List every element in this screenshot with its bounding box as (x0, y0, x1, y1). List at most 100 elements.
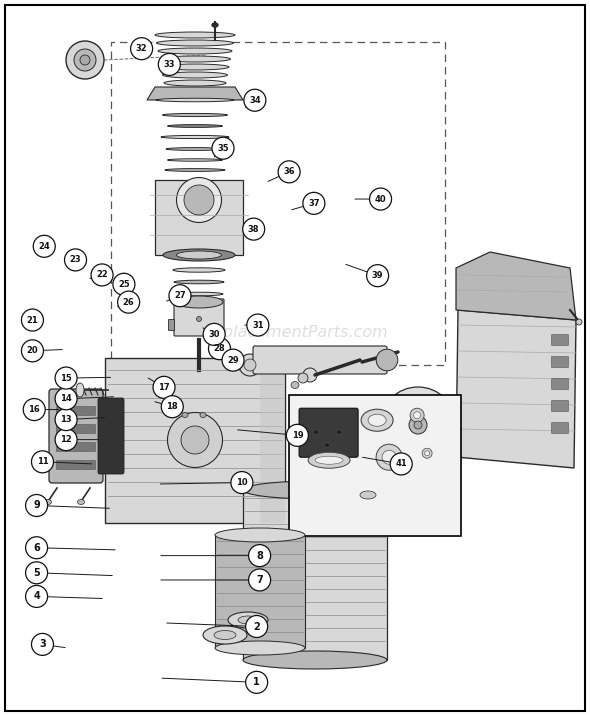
Ellipse shape (153, 377, 175, 398)
Text: ReplacementParts.com: ReplacementParts.com (202, 326, 388, 340)
Text: 33: 33 (163, 60, 175, 69)
Ellipse shape (360, 491, 376, 499)
Text: 37: 37 (308, 199, 320, 208)
Ellipse shape (55, 429, 77, 450)
Ellipse shape (222, 349, 244, 371)
Text: 8: 8 (256, 551, 263, 561)
Ellipse shape (156, 40, 234, 46)
Ellipse shape (184, 185, 214, 215)
Ellipse shape (21, 340, 44, 362)
Ellipse shape (278, 161, 300, 183)
Ellipse shape (242, 218, 265, 240)
Ellipse shape (576, 319, 582, 325)
Ellipse shape (361, 410, 393, 431)
Ellipse shape (336, 430, 342, 435)
Ellipse shape (247, 314, 269, 336)
Ellipse shape (366, 265, 389, 286)
Text: 12: 12 (60, 435, 72, 444)
Ellipse shape (25, 495, 48, 516)
Ellipse shape (239, 354, 261, 376)
Ellipse shape (55, 409, 77, 430)
FancyBboxPatch shape (253, 346, 387, 374)
Text: 21: 21 (27, 316, 38, 324)
FancyBboxPatch shape (552, 400, 569, 412)
Text: 11: 11 (37, 458, 48, 466)
Ellipse shape (80, 55, 90, 65)
Ellipse shape (174, 280, 224, 284)
Ellipse shape (422, 448, 432, 458)
Ellipse shape (25, 537, 48, 558)
Ellipse shape (308, 453, 350, 468)
Ellipse shape (33, 236, 55, 257)
Ellipse shape (117, 291, 140, 313)
Ellipse shape (55, 388, 77, 410)
Ellipse shape (380, 387, 456, 463)
Ellipse shape (414, 421, 422, 429)
Ellipse shape (208, 338, 231, 359)
Ellipse shape (303, 368, 317, 382)
Ellipse shape (23, 399, 45, 420)
Text: 19: 19 (291, 431, 303, 440)
Text: 25: 25 (118, 280, 130, 289)
FancyBboxPatch shape (552, 357, 569, 367)
Ellipse shape (228, 612, 268, 628)
FancyBboxPatch shape (552, 334, 569, 346)
Ellipse shape (163, 249, 235, 261)
FancyBboxPatch shape (57, 442, 96, 452)
Ellipse shape (159, 56, 231, 62)
Ellipse shape (113, 274, 135, 295)
Ellipse shape (76, 383, 84, 397)
Bar (111, 42, 445, 365)
Text: 4: 4 (33, 591, 40, 601)
FancyBboxPatch shape (98, 398, 124, 474)
Ellipse shape (203, 626, 247, 644)
Text: 23: 23 (70, 256, 81, 264)
Ellipse shape (315, 456, 343, 464)
Ellipse shape (382, 450, 396, 464)
Ellipse shape (231, 472, 253, 493)
Text: 17: 17 (158, 383, 170, 392)
FancyBboxPatch shape (385, 427, 402, 437)
Ellipse shape (161, 135, 229, 139)
Ellipse shape (410, 408, 424, 422)
Ellipse shape (203, 324, 225, 345)
Ellipse shape (25, 586, 48, 607)
Ellipse shape (66, 41, 104, 79)
Text: 7: 7 (256, 575, 263, 585)
Ellipse shape (286, 425, 309, 446)
Ellipse shape (162, 113, 228, 117)
Ellipse shape (425, 451, 430, 455)
Text: 31: 31 (252, 321, 264, 329)
Text: 27: 27 (174, 291, 186, 300)
Ellipse shape (158, 54, 181, 75)
Text: 13: 13 (60, 415, 72, 424)
Ellipse shape (168, 412, 222, 468)
Ellipse shape (176, 178, 221, 223)
Ellipse shape (376, 349, 398, 371)
Ellipse shape (168, 159, 222, 161)
Ellipse shape (368, 415, 386, 426)
Text: 40: 40 (375, 195, 386, 203)
Ellipse shape (291, 382, 299, 389)
Ellipse shape (173, 268, 225, 272)
Text: 5: 5 (33, 568, 40, 578)
Ellipse shape (158, 48, 232, 54)
Ellipse shape (164, 80, 226, 86)
FancyBboxPatch shape (385, 410, 402, 418)
Ellipse shape (409, 416, 427, 434)
Ellipse shape (165, 168, 225, 171)
Ellipse shape (303, 193, 325, 214)
FancyBboxPatch shape (105, 358, 285, 523)
Ellipse shape (212, 137, 234, 159)
Ellipse shape (91, 264, 113, 286)
Bar (289, 395, 461, 536)
Ellipse shape (248, 545, 271, 566)
Ellipse shape (244, 90, 266, 111)
Ellipse shape (243, 651, 387, 669)
Ellipse shape (354, 488, 382, 502)
Text: 41: 41 (395, 460, 407, 468)
Ellipse shape (175, 296, 223, 308)
FancyBboxPatch shape (49, 389, 103, 483)
Ellipse shape (245, 616, 268, 637)
Text: 24: 24 (38, 242, 50, 251)
